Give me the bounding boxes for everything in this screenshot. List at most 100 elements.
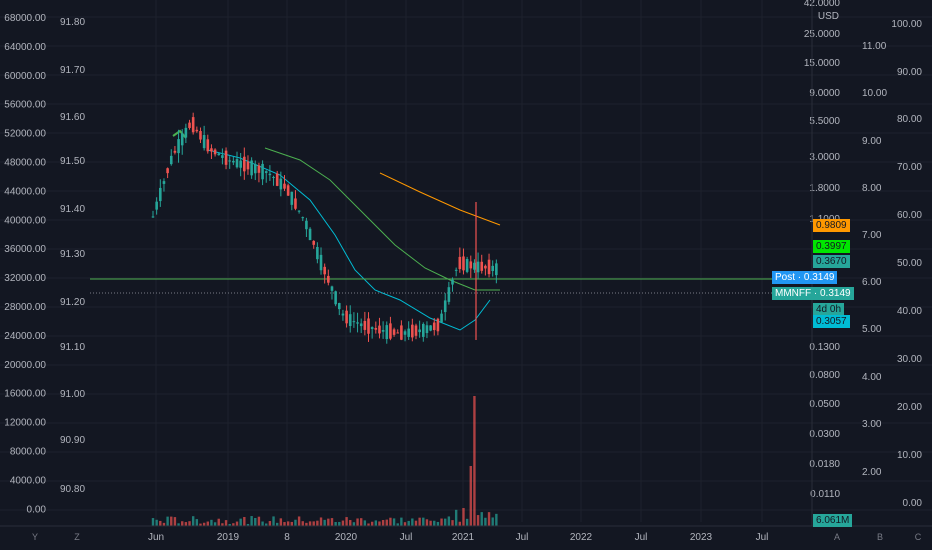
volume-bar [363, 520, 367, 526]
volume-bar [334, 521, 337, 526]
right-axis-d-label: 100.00 [891, 19, 922, 30]
right-axis-d-label: 0.00 [903, 498, 923, 509]
volume-bar [476, 515, 480, 526]
candle-body [323, 266, 326, 275]
price-axis-label: 5.5000 [809, 116, 840, 127]
volume-bar [356, 518, 359, 526]
volume-bar [305, 522, 308, 526]
left-axis-b-label: 91.50 [60, 156, 85, 167]
volume-bar [389, 517, 392, 526]
volume-bar [458, 521, 462, 526]
time-axis-label: Jul [400, 532, 413, 543]
price-tag: 0.9809 [813, 219, 850, 232]
candle-body [319, 254, 323, 271]
volume-bar [436, 521, 440, 526]
candle-body [184, 127, 188, 138]
time-axis-label: 2022 [570, 532, 593, 543]
left-axis-a-label: 40000.00 [4, 215, 46, 226]
candle-body [166, 168, 169, 174]
time-axis-label: 8 [284, 532, 290, 543]
volume-bar [290, 521, 293, 526]
marker-check [172, 129, 187, 139]
volume-bar [484, 517, 487, 526]
volume-bar [254, 517, 257, 526]
volume-bar [279, 518, 283, 526]
volume-bar [422, 517, 425, 526]
candle-body [451, 279, 454, 285]
right-axis-c-label: 6.00 [862, 277, 882, 288]
candle-body [308, 228, 312, 241]
candle-body [341, 313, 345, 316]
candle-body [356, 322, 359, 324]
candle-body [268, 173, 272, 176]
time-axis-label: Jun [148, 532, 164, 543]
volume-bar [385, 519, 388, 526]
corner-button-a[interactable]: A [833, 532, 840, 542]
candle-body [476, 261, 480, 273]
candle-body [264, 171, 268, 173]
volume-bar [360, 518, 363, 526]
left-axis-b-label: 91.70 [60, 65, 85, 76]
volume-bar [378, 521, 381, 526]
candle-body [389, 323, 392, 339]
volume-bar [272, 516, 275, 526]
price-axis-label: 0.0500 [809, 399, 840, 410]
volume-bar [188, 521, 191, 526]
candles [151, 112, 498, 344]
price-axis-label: 0.0110 [810, 489, 840, 500]
volume-bar [297, 516, 301, 526]
price-axis-label: 3.0000 [809, 152, 840, 163]
left-axis-b-label: 91.40 [60, 204, 85, 215]
left-axis-b-label: 91.10 [60, 342, 85, 353]
candle-body [334, 291, 337, 305]
left-axis-a-label: 32000.00 [4, 273, 46, 284]
right-axis-c-label: 7.00 [862, 230, 882, 241]
volume-bar [283, 522, 286, 526]
volume-bar [381, 520, 385, 526]
candle-body [294, 198, 297, 209]
volume-bar [345, 517, 348, 526]
volume-bar [210, 519, 213, 526]
price-tag: MMNFF · 0.3149 [772, 287, 854, 300]
volume-bar [191, 516, 195, 526]
left-axis-a-label: 8000.00 [10, 447, 47, 458]
volume-bar [469, 466, 472, 526]
volume-bar [429, 520, 432, 526]
candle-body [432, 322, 436, 331]
candle-body [330, 286, 334, 291]
volume-bar [411, 518, 414, 526]
volume-bar [312, 521, 315, 526]
price-unit-label: USD [818, 11, 839, 22]
volume-bar [159, 520, 162, 526]
candle-body [337, 303, 341, 310]
left-axis-a-label: 56000.00 [4, 100, 46, 111]
candle-body [202, 135, 206, 149]
candle-body [305, 220, 308, 230]
candle-body [363, 320, 367, 330]
right-axis-c-label: 10.00 [862, 88, 887, 99]
candle-body [487, 259, 491, 275]
price-axis-label: 42.0000 [804, 0, 841, 9]
left-axis-b-label: 91.60 [60, 112, 85, 123]
left-axis-a-label: 68000.00 [4, 13, 46, 24]
volume-bar [224, 520, 228, 526]
candle-body [224, 150, 228, 165]
corner-button-z[interactable]: Z [74, 532, 80, 542]
candle-body [473, 262, 476, 270]
right-axis-c-label: 5.00 [862, 324, 882, 335]
candle-body [235, 159, 239, 168]
volume-bar [177, 523, 180, 526]
corner-button-b[interactable]: B [876, 532, 883, 542]
time-axis-label: 2023 [690, 532, 713, 543]
left-axis-a-label: 44000.00 [4, 186, 46, 197]
corner-button-y[interactable]: Y [31, 532, 38, 542]
candle-body [327, 275, 330, 283]
left-axis-a-label: 20000.00 [4, 360, 46, 371]
price-tag: 0.3670 [813, 255, 850, 268]
volume-bar [261, 521, 264, 526]
time-axis-label: Jul [756, 532, 769, 543]
corner-button-c[interactable]: C [914, 532, 922, 542]
right-axis-d-label: 80.00 [897, 114, 922, 125]
